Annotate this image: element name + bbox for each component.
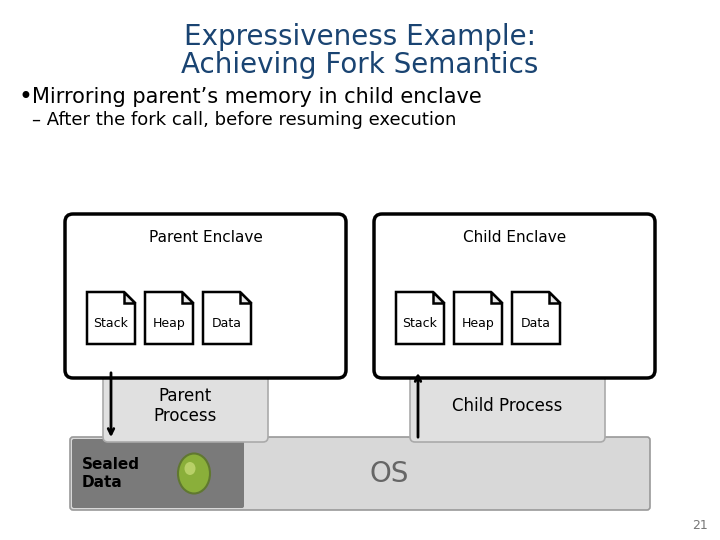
FancyBboxPatch shape (65, 214, 346, 378)
Ellipse shape (184, 462, 196, 475)
Text: Expressiveness Example:: Expressiveness Example: (184, 23, 536, 51)
Text: Stack: Stack (402, 316, 438, 330)
Polygon shape (454, 292, 502, 344)
Text: Parent
Process: Parent Process (154, 387, 217, 426)
Text: Parent Enclave: Parent Enclave (148, 230, 262, 245)
Text: Stack: Stack (94, 316, 128, 330)
Polygon shape (433, 292, 444, 303)
Polygon shape (203, 292, 251, 344)
Text: Heap: Heap (462, 316, 495, 330)
FancyBboxPatch shape (70, 437, 650, 510)
Text: Sealed: Sealed (82, 457, 140, 472)
Polygon shape (182, 292, 193, 303)
Text: •: • (18, 85, 32, 109)
Text: Data: Data (521, 316, 551, 330)
Ellipse shape (178, 454, 210, 494)
Text: Child Process: Child Process (452, 397, 563, 415)
Text: Child Enclave: Child Enclave (463, 230, 566, 245)
Text: Data: Data (212, 316, 242, 330)
Text: OS: OS (369, 460, 408, 488)
Text: Data: Data (82, 475, 122, 490)
Text: 21: 21 (692, 519, 708, 532)
Polygon shape (124, 292, 135, 303)
Polygon shape (145, 292, 193, 344)
Text: Heap: Heap (153, 316, 185, 330)
FancyBboxPatch shape (103, 370, 268, 442)
Polygon shape (491, 292, 502, 303)
Polygon shape (396, 292, 444, 344)
Text: – After the fork call, before resuming execution: – After the fork call, before resuming e… (32, 111, 456, 129)
Polygon shape (87, 292, 135, 344)
Text: Mirroring parent’s memory in child enclave: Mirroring parent’s memory in child encla… (32, 87, 482, 107)
FancyBboxPatch shape (72, 439, 244, 508)
FancyBboxPatch shape (374, 214, 655, 378)
Text: Achieving Fork Semantics: Achieving Fork Semantics (181, 51, 539, 79)
FancyBboxPatch shape (410, 370, 605, 442)
Polygon shape (549, 292, 560, 303)
Polygon shape (512, 292, 560, 344)
Polygon shape (240, 292, 251, 303)
